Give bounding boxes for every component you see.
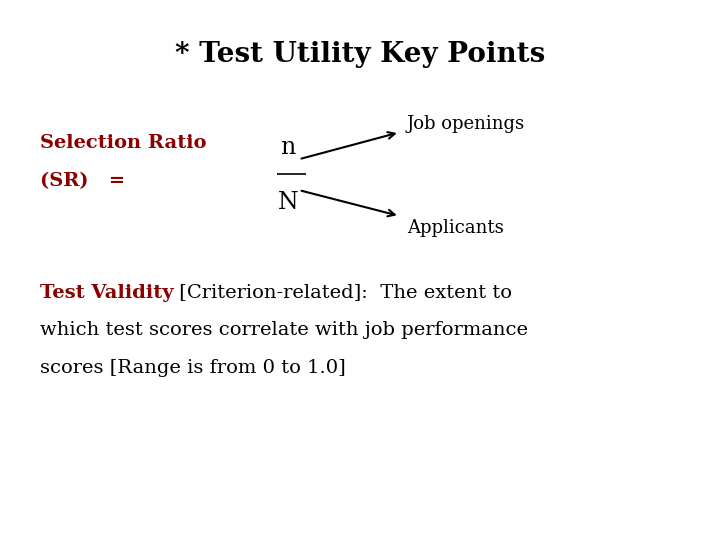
Text: Selection Ratio: Selection Ratio: [40, 134, 206, 152]
Text: N: N: [278, 191, 298, 214]
Text: scores [Range is from 0 to 1.0]: scores [Range is from 0 to 1.0]: [40, 359, 346, 377]
Text: Test Validity: Test Validity: [40, 284, 174, 301]
Text: Applicants: Applicants: [407, 219, 503, 237]
Text: n: n: [280, 136, 296, 159]
Text: [Criterion-related]:  The extent to: [Criterion-related]: The extent to: [174, 284, 512, 301]
Text: * Test Utility Key Points: * Test Utility Key Points: [175, 40, 545, 68]
Text: (SR)   =: (SR) =: [40, 172, 125, 190]
Text: which test scores correlate with job performance: which test scores correlate with job per…: [40, 321, 528, 339]
Text: Job openings: Job openings: [407, 115, 525, 133]
